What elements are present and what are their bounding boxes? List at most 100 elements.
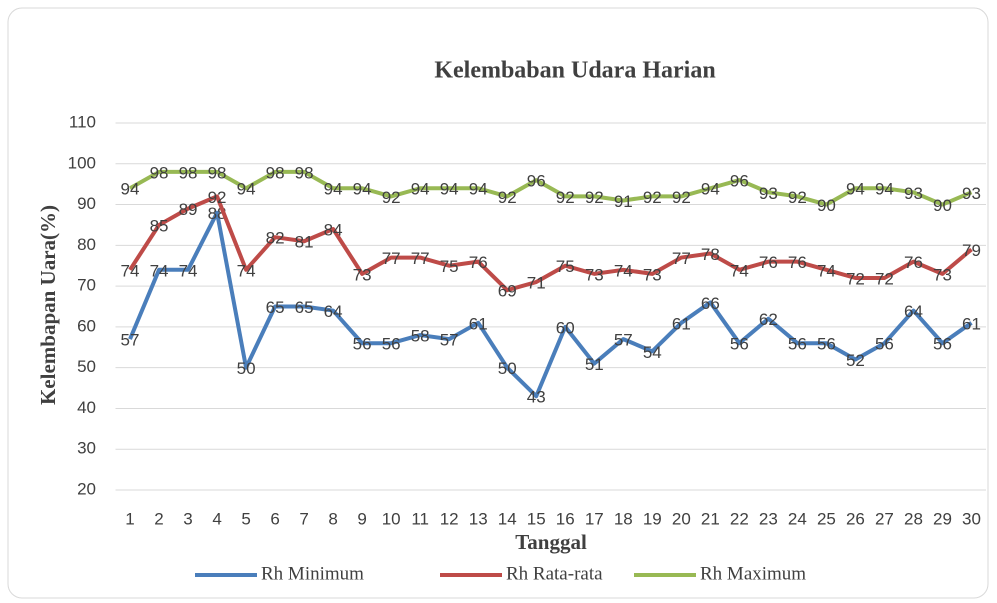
- data-label: 51: [585, 355, 604, 374]
- data-label: 84: [324, 221, 343, 240]
- data-label: 89: [179, 200, 198, 219]
- data-label: 94: [846, 180, 865, 199]
- data-label: 93: [759, 184, 778, 203]
- data-label: 94: [353, 180, 372, 199]
- y-tick-label: 60: [77, 316, 96, 335]
- data-label: 94: [237, 180, 256, 199]
- data-label: 98: [150, 163, 169, 182]
- x-tick-label: 14: [498, 509, 517, 528]
- x-tick-label: 30: [962, 509, 981, 528]
- data-label: 73: [585, 265, 604, 284]
- legend-label: Rh Rata-rata: [506, 563, 603, 584]
- y-tick-label: 110: [69, 112, 96, 131]
- data-label: 94: [469, 180, 488, 199]
- data-label: 74: [237, 261, 256, 280]
- legend-label: Rh Maximum: [700, 563, 806, 584]
- data-label: 77: [672, 249, 691, 268]
- x-tick-label: 12: [440, 509, 459, 528]
- data-label: 92: [643, 188, 662, 207]
- x-tick-label: 27: [875, 509, 894, 528]
- data-label: 76: [788, 253, 807, 272]
- data-label: 61: [962, 314, 981, 333]
- data-label: 56: [875, 335, 894, 354]
- y-tick-label: 70: [77, 276, 96, 295]
- data-label: 91: [614, 192, 633, 211]
- x-tick-label: 9: [357, 509, 366, 528]
- x-tick-label: 29: [933, 509, 952, 528]
- series-line: [129, 169, 973, 207]
- data-label: 56: [788, 335, 807, 354]
- data-label: 79: [962, 241, 981, 260]
- data-label: 74: [730, 261, 749, 280]
- data-label: 71: [527, 274, 546, 293]
- data-label: 92: [672, 188, 691, 207]
- x-tick-label: 11: [411, 509, 429, 528]
- x-tick-label: 21: [701, 509, 720, 528]
- data-label: 56: [730, 335, 749, 354]
- x-tick-label: 22: [730, 509, 749, 528]
- data-label: 52: [846, 351, 865, 370]
- data-label: 92: [556, 188, 575, 207]
- data-label: 92: [498, 188, 517, 207]
- data-label: 74: [121, 261, 140, 280]
- data-label: 94: [440, 180, 459, 199]
- data-label: 50: [237, 359, 256, 378]
- y-tick-label: 80: [77, 235, 96, 254]
- y-tick-label: 90: [77, 194, 96, 213]
- x-tick-label: 20: [672, 509, 691, 528]
- data-label: 98: [295, 163, 314, 182]
- x-tick-label: 15: [527, 509, 546, 528]
- x-tick-label: 7: [299, 509, 308, 528]
- data-label: 50: [498, 359, 517, 378]
- data-label: 65: [295, 298, 314, 317]
- data-label: 61: [672, 314, 691, 333]
- data-label: 98: [208, 163, 227, 182]
- data-label: 72: [875, 269, 894, 288]
- series-line: [128, 194, 973, 293]
- chart-title: Kelembaban Udara Harian: [434, 58, 715, 84]
- y-tick-label: 100: [68, 153, 96, 172]
- x-tick-label: 16: [556, 509, 575, 528]
- data-label: 73: [643, 265, 662, 284]
- data-label: 75: [440, 257, 459, 276]
- data-label: 56: [382, 335, 401, 354]
- data-label: 60: [556, 318, 575, 337]
- x-tick-label: 24: [788, 509, 807, 528]
- chart-frame: [7, 7, 989, 599]
- data-label: 56: [933, 335, 952, 354]
- data-label: 85: [150, 216, 169, 235]
- data-label: 56: [817, 335, 836, 354]
- data-label: 90: [933, 196, 952, 215]
- data-label: 94: [875, 180, 894, 199]
- x-tick-label: 18: [614, 509, 633, 528]
- x-tick-label: 4: [212, 509, 221, 528]
- data-label: 74: [614, 261, 633, 280]
- data-label: 57: [440, 331, 459, 350]
- data-label: 66: [701, 294, 720, 313]
- x-tick-label: 3: [183, 509, 192, 528]
- x-tick-label: 19: [643, 509, 662, 528]
- data-label: 98: [179, 163, 198, 182]
- x-tick-label: 25: [817, 509, 836, 528]
- data-label: 75: [556, 257, 575, 276]
- data-label: 96: [730, 172, 749, 191]
- x-axis-label: Tanggal: [515, 530, 587, 554]
- y-tick-label: 40: [77, 398, 96, 417]
- data-label: 92: [585, 188, 604, 207]
- data-label: 74: [817, 261, 836, 280]
- data-label: 77: [411, 249, 430, 268]
- data-label: 77: [382, 249, 401, 268]
- data-label: 96: [527, 172, 546, 191]
- x-tick-label: 13: [469, 509, 488, 528]
- x-tick-label: 8: [328, 509, 337, 528]
- data-label: 61: [469, 314, 488, 333]
- data-label: 82: [266, 229, 285, 248]
- x-tick-label: 2: [154, 509, 163, 528]
- x-tick-label: 1: [125, 509, 134, 528]
- data-label: 72: [846, 269, 865, 288]
- data-label: 58: [411, 327, 430, 346]
- data-label: 43: [527, 388, 546, 407]
- data-label: 90: [817, 196, 836, 215]
- data-label: 92: [788, 188, 807, 207]
